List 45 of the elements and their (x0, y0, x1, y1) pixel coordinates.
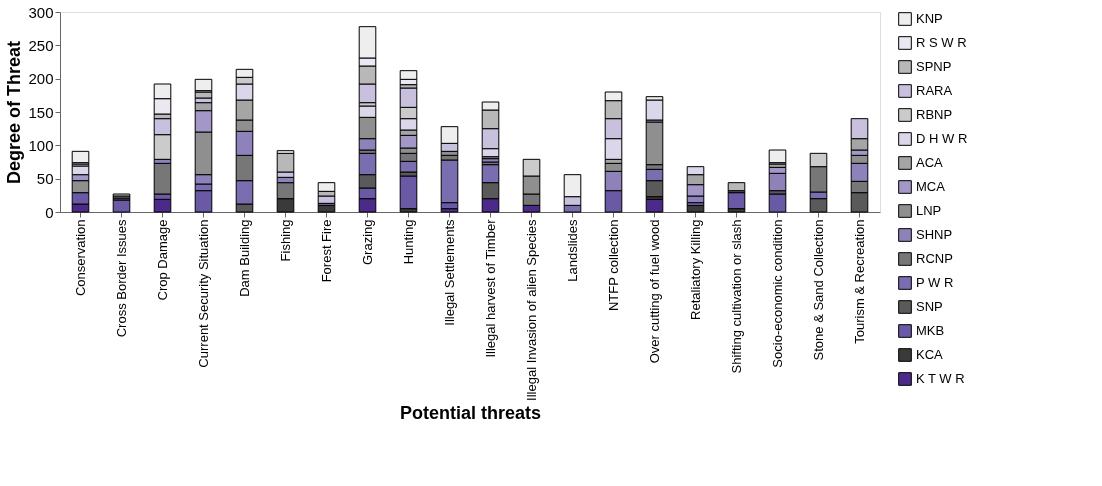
y-tick-label: 0 (45, 203, 54, 221)
legend-label: MCA (916, 179, 946, 194)
legend-label: SPNP (916, 59, 952, 74)
y-tick-label: 150 (28, 103, 54, 121)
x-tick-label: Conservation (72, 219, 88, 297)
x-tick-label: Illegal Invasion of alien Species (523, 219, 539, 401)
legend-label: LNP (916, 203, 942, 218)
x-tick-label: Forest Fire (318, 219, 334, 283)
x-tick-label: Dam Building (236, 219, 252, 297)
x-axis-title: Potential threats (399, 402, 542, 423)
x-tick-label: Grazing (359, 219, 375, 266)
legend-label: P W R (916, 275, 954, 290)
legend-label: RCNP (916, 251, 953, 266)
legend-label: RBNP (916, 107, 953, 122)
legend-label: K T W R (916, 371, 965, 386)
x-tick-label: Cross Border Issues (113, 219, 129, 338)
x-tick-label: Over cutting of fuel wood (646, 219, 662, 364)
y-tick-label: 50 (36, 170, 54, 188)
y-tick-label: 250 (28, 36, 54, 54)
legend-label: SNP (916, 299, 943, 314)
legend-label: R S W R (916, 35, 967, 50)
x-tick-label: Stone & Sand Collection (810, 219, 826, 361)
legend-label: ACA (916, 155, 944, 170)
x-tick-label: Current Security Situation (195, 219, 211, 368)
x-tick-label: Retaliatory Killing (687, 219, 703, 320)
x-tick-label: Illegal Settlements (441, 219, 457, 326)
x-tick-label: NTFP collection (605, 219, 621, 312)
y-tick-label: 300 (28, 3, 54, 21)
x-tick-label: Tourism & Recreation (851, 219, 867, 344)
x-tick-label: Illegal harvest of Timber (482, 218, 498, 358)
x-tick-label: Crop Damage (154, 219, 170, 301)
x-tick-label: Fishing (277, 219, 293, 262)
legend-label: KNP (916, 11, 943, 26)
x-tick-label: Shifting cultivation or slash (728, 219, 744, 374)
legend-label: KCA (916, 347, 944, 362)
y-tick-label: 100 (28, 136, 54, 154)
legend-label: D H W R (916, 131, 968, 146)
legend-label: SHNP (916, 227, 953, 242)
y-axis-title: Degree of Threat (4, 40, 25, 185)
x-tick-label: Landslides (564, 219, 580, 282)
x-tick-label: Socio-economic condition (769, 219, 785, 368)
legend-label: MKB (916, 323, 945, 338)
legend-label: RARA (916, 83, 953, 98)
y-tick-label: 200 (28, 70, 54, 88)
x-tick-label: Hunting (400, 219, 416, 265)
